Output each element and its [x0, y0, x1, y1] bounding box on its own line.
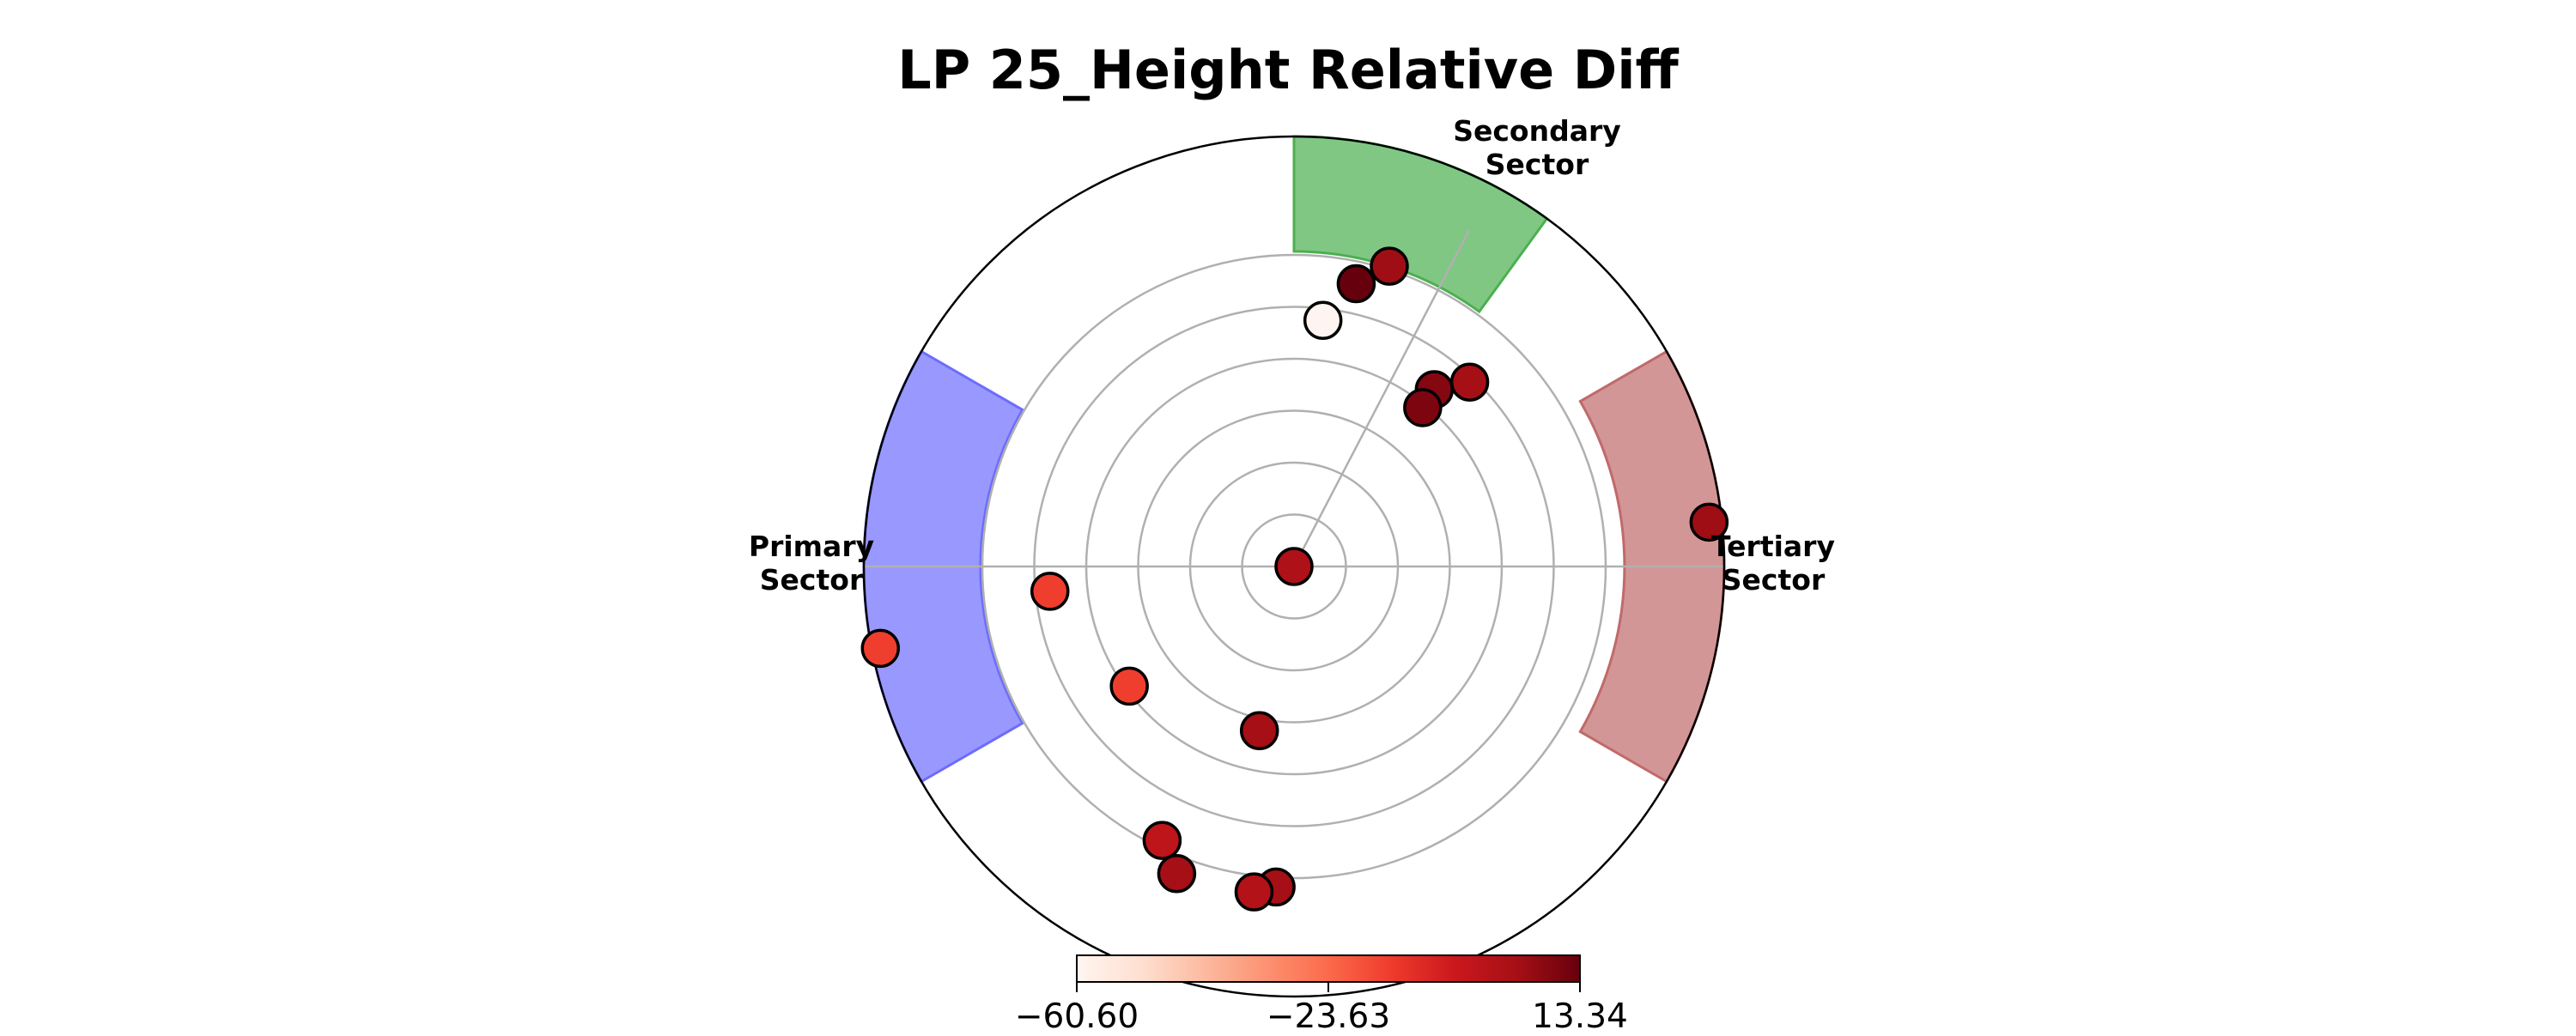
data-point: [1236, 874, 1272, 910]
sector-label-secondary: Secondary Sector: [1434, 114, 1640, 181]
data-point: [1276, 548, 1312, 585]
colorbar: [1077, 955, 1580, 982]
data-point: [1405, 390, 1441, 426]
data-point: [1032, 573, 1068, 609]
data-point: [1242, 712, 1278, 748]
data-point: [1305, 302, 1341, 338]
sector-label-primary: Primary Sector: [730, 530, 893, 597]
data-point: [1452, 364, 1488, 400]
data-point: [1338, 266, 1374, 302]
data-point: [1371, 248, 1407, 284]
colorbar-tick-label: −23.63: [1242, 997, 1414, 1036]
data-point: [862, 630, 898, 666]
colorbar-tick-label: −60.60: [991, 997, 1163, 1036]
colorbar-tick-label: 13.34: [1494, 997, 1666, 1036]
data-point: [1144, 822, 1180, 858]
sector-label-tertiary: Tertiary Sector: [1704, 530, 1842, 597]
data-point: [1158, 856, 1194, 892]
data-point: [1111, 668, 1147, 704]
